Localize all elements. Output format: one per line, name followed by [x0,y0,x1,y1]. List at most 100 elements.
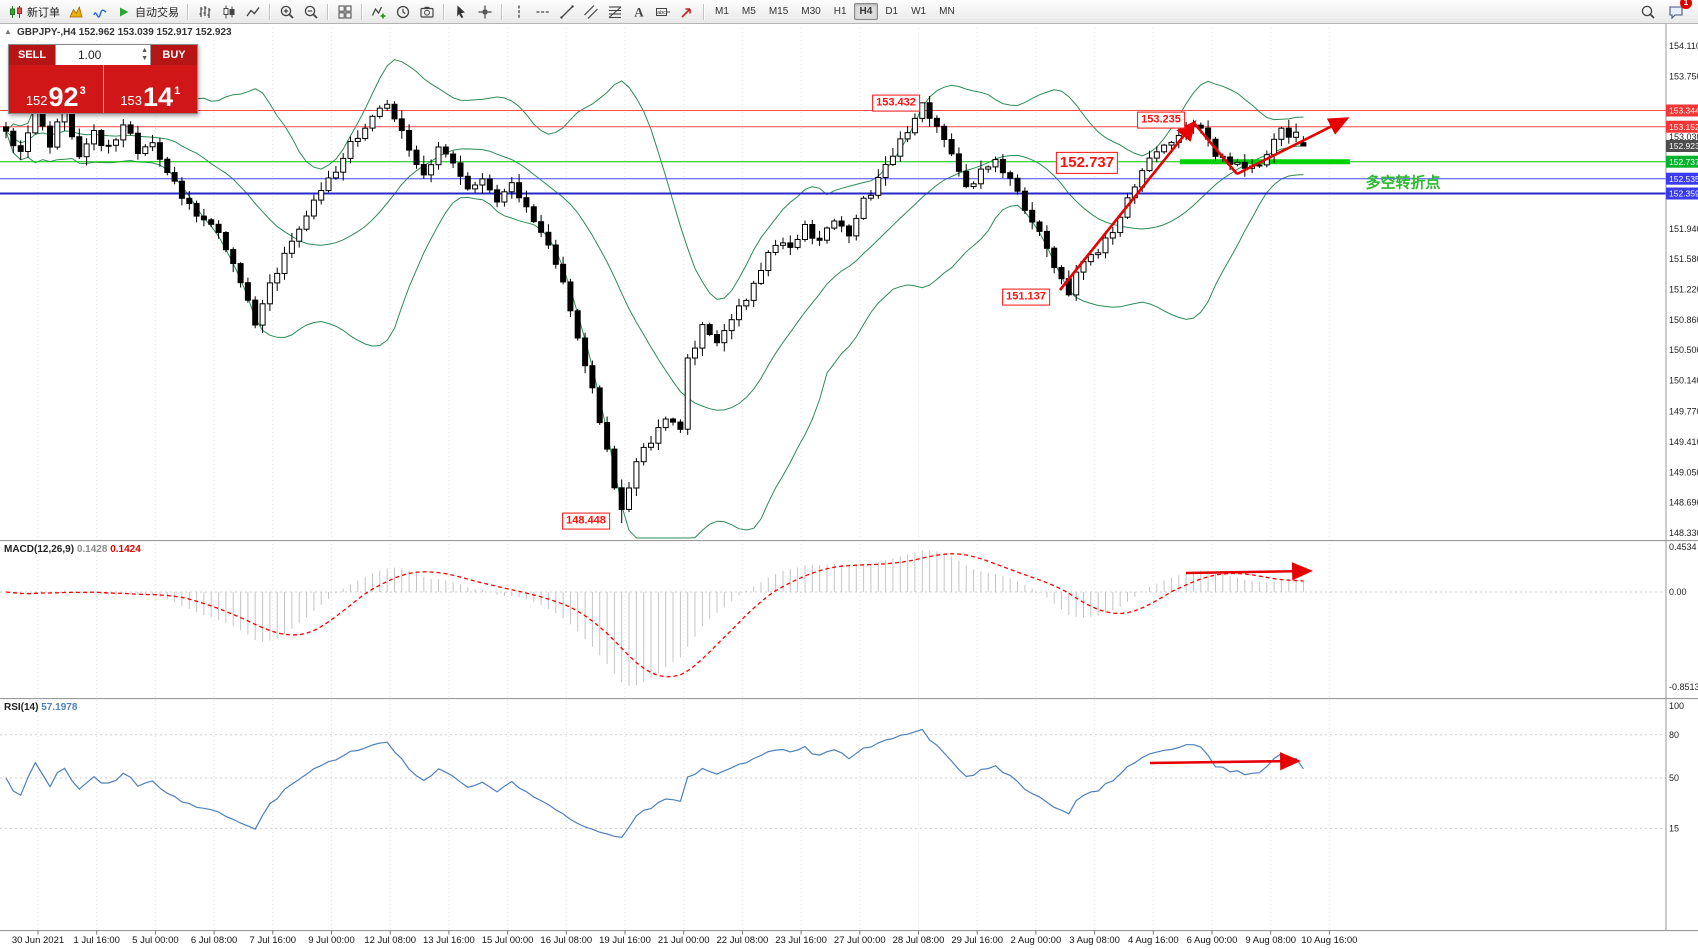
clock-icon [396,5,410,18]
horizontal-level-lines[interactable] [0,110,1666,195]
svg-text:6 Aug 00:00: 6 Aug 00:00 [1187,935,1238,946]
svg-text:152.535: 152.535 [1669,174,1698,184]
search-button[interactable] [1636,0,1660,24]
notifications-button[interactable]: 1 [1664,0,1692,24]
hline-icon [536,10,550,13]
timeframe-mn-button[interactable]: MN [939,6,955,17]
new-order-icon [10,5,22,18]
price-callout[interactable]: 153.235 [1137,111,1185,129]
svg-text:13 Jul 16:00: 13 Jul 16:00 [423,935,475,946]
svg-text:30 Jun 2021: 30 Jun 2021 [12,935,64,946]
timeframe-m1-button[interactable]: M1 [715,6,729,17]
time-axis: 30 Jun 2021 1 Jul 16:00 5 Jul 00:00 6 Jul 0… [12,930,1357,946]
collapse-chart-icon[interactable]: ▲ [4,27,12,36]
chart-title: GBPJPY-,H4 152.962 153.039 152.917 152.9… [17,27,232,38]
text-button[interactable]: A [627,0,651,24]
macd-main-value: 0.1428 [76,544,108,555]
trendline-button[interactable] [555,0,579,24]
svg-text:7 Jul 16:00: 7 Jul 16:00 [250,935,296,946]
zoom-in-button[interactable] [275,0,299,24]
svg-text:153.152: 153.152 [1669,122,1698,132]
toolbar-separator [269,3,271,20]
vertical-line-button[interactable] [507,0,531,24]
svg-text:15: 15 [1669,823,1679,833]
buy-button[interactable]: BUY [151,45,197,65]
chart-region[interactable]: 154.110 153.750 153.030 151.940 151.580 151.2… [0,24,1698,948]
grid-vertical-lines [37,28,1330,930]
sell-button[interactable]: SELL [9,45,55,65]
svg-text:21 Jul 00:00: 21 Jul 00:00 [658,935,710,946]
svg-text:150.500: 150.500 [1669,345,1698,355]
toolbar-separator [327,3,329,20]
price-callout[interactable]: 152.737 [1055,151,1119,175]
turning-point-note[interactable]: 多空转折点 [1365,174,1441,192]
search-icon [1641,5,1655,19]
svg-text:23 Jul 16:00: 23 Jul 16:00 [775,935,827,946]
toolbar-separator [501,3,503,20]
svg-text:0.00: 0.00 [1669,587,1687,597]
new-order-button[interactable]: 新订单 [4,0,64,24]
crosshair-icon [478,5,492,18]
snapshot-button[interactable] [415,0,439,24]
timeframe-d1-button[interactable]: D1 [885,6,899,17]
tile-icon [338,5,352,18]
svg-text:50: 50 [1669,773,1679,783]
buy-price-button[interactable]: 153 14 1 [103,65,197,113]
bar-chart-button[interactable] [193,0,217,24]
svg-text:A: A [634,4,644,19]
crosshair-button[interactable] [473,0,497,24]
arrow-sym-icon [681,7,691,18]
candle-chart-button[interactable] [217,0,241,24]
svg-text:153.030: 153.030 [1669,132,1698,142]
buy-price-point: 1 [174,85,181,97]
volume-spinner[interactable]: ▲ ▼ [141,47,148,62]
sell-price-pips: 92 [48,82,79,112]
volume-value: 1.00 [78,48,102,62]
svg-text:10 Aug 16:00: 10 Aug 16:00 [1301,935,1357,946]
text-icon: A [634,4,644,19]
svg-text:154.110: 154.110 [1669,41,1698,51]
toolbar-separator [443,3,445,20]
zoom-out-button[interactable] [299,0,323,24]
svg-text:100: 100 [1669,701,1684,711]
equidistant-channel-button[interactable] [579,0,603,24]
arrows-button[interactable] [675,0,699,24]
periods-button[interactable] [391,0,415,24]
svg-text:149.410: 149.410 [1669,437,1698,447]
timeframe-m15-button[interactable]: M15 [768,6,789,17]
rsi-name: RSI(14) [4,702,39,713]
indicator-level-lines [0,591,1666,829]
price-callout[interactable]: 148.448 [562,512,610,530]
buy-price-pips: 14 [143,82,174,112]
timeframe-w1-button[interactable]: W1 [911,6,927,17]
svg-text:15 Jul 00:00: 15 Jul 00:00 [482,935,534,946]
toolbar-separator [703,3,705,20]
channel-icon [584,4,598,19]
candles [3,96,1307,524]
autotrading-button[interactable]: 自动交易 [112,0,183,24]
indicators-button[interactable] [367,0,391,24]
horizontal-line-button[interactable] [531,0,555,24]
text-label-button[interactable]: abc [651,0,675,24]
tile-windows-button[interactable] [333,0,357,24]
timeframe-m5-button[interactable]: M5 [741,6,756,17]
cursor-button[interactable] [449,0,473,24]
macd-signal-value: 0.1424 [110,544,141,555]
svg-text:4 Aug 16:00: 4 Aug 16:00 [1128,935,1179,946]
signals-button[interactable] [88,0,112,24]
price-callout[interactable]: 151.137 [1002,288,1050,306]
timeframe-m30-button[interactable]: M30 [801,6,821,17]
volume-input[interactable]: 1.00 ▲ ▼ [55,45,151,65]
trend-arrows[interactable] [1058,117,1350,771]
fibonacci-button[interactable] [603,0,627,24]
sell-price-button[interactable]: 152 92 3 [9,65,104,113]
svg-text:152.923: 152.923 [1669,141,1698,151]
timeframe-h4-button[interactable]: H4 [853,3,879,20]
timeframe-h1-button[interactable]: H1 [833,6,847,17]
market-button[interactable] [64,0,88,24]
svg-text:9 Jul 00:00: 9 Jul 00:00 [308,935,354,946]
price-callout[interactable]: 153.432 [872,94,920,112]
line-chart-button[interactable] [241,0,265,24]
svg-text:28 Jul 08:00: 28 Jul 08:00 [893,935,945,946]
